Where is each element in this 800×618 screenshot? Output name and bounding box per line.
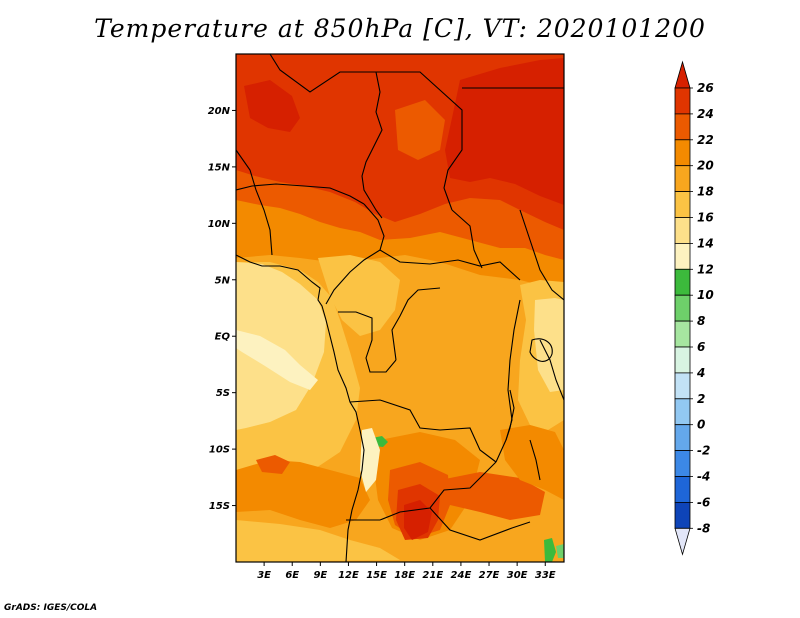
colorbar-label: 26: [697, 81, 714, 95]
border-car-south: [379, 249, 521, 281]
lake-tanganyika: [505, 389, 515, 441]
lat-tick-label: 20N: [208, 106, 231, 117]
field-16-18-gulf: [318, 255, 400, 336]
field-8-10-se-spot: [556, 544, 564, 558]
colorbar-label: 4: [696, 366, 705, 380]
lon-tick-label: 15E: [366, 570, 387, 581]
lat-tick-label: 15S: [209, 501, 230, 512]
field-22-24-central-patch: [395, 100, 445, 160]
colorbar-label: 18: [697, 185, 714, 199]
colorbar-swatch: [674, 242, 691, 270]
lat-tick-label: 5N: [215, 275, 231, 286]
lon-tick-label: 24E: [451, 570, 472, 581]
longitude-axis: 3E 6E 9E 12E 15E 18E 21E 24E 27E 30E 33E: [257, 562, 556, 581]
temperature-field: [236, 54, 564, 562]
border-libya-chad: [376, 71, 463, 211]
colorbar-swatch: [674, 268, 691, 296]
border-sahara: [269, 54, 383, 219]
field-12-14-streak: [236, 330, 318, 390]
colorbar-swatch: [674, 139, 691, 167]
colorbar-swatch: [674, 320, 691, 348]
colorbar-label: -2: [697, 444, 710, 458]
lake-malawi: [529, 439, 541, 481]
colorbar-label: 8: [697, 314, 705, 328]
border-drc-west: [391, 287, 441, 361]
colorbar-label: 2: [697, 392, 705, 406]
colorbar-swatch: [674, 398, 691, 426]
border-gabon-congo: [338, 311, 397, 373]
colorbar-label: 20: [697, 159, 714, 173]
lat-tick-label: 5S: [216, 388, 230, 399]
latitude-axis: 20N 15N 10N 5N EQ 5S 10S 15S: [208, 106, 236, 512]
country-borders: [236, 54, 564, 562]
border-zambia-south: [429, 507, 531, 541]
lon-tick-label: 12E: [338, 570, 359, 581]
field-22-24-southwest: [440, 472, 545, 520]
lon-tick-label: 27E: [479, 570, 500, 581]
field-18-20-congo: [398, 278, 528, 425]
lat-tick-label: 10S: [209, 445, 230, 456]
border-drc-south: [349, 399, 497, 463]
lake-victoria: [529, 338, 553, 362]
coastline-west: [236, 254, 365, 562]
field-20-22-southeast: [500, 425, 564, 500]
colorbar-swatch: [674, 113, 691, 141]
lon-tick-label: 18E: [394, 570, 415, 581]
colorbar-swatch: [674, 165, 691, 192]
lon-tick-label: 21E: [422, 570, 443, 581]
colorbar-label: -8: [697, 521, 710, 535]
colorbar-swatch: [674, 87, 691, 115]
field-14-16-west: [236, 262, 326, 430]
field-22-24-south-spot: [256, 455, 290, 474]
border-east-ethiopia: [519, 209, 564, 301]
field-above-26-northwest: [244, 80, 300, 132]
colorbar-label: 12: [697, 262, 714, 276]
grads-credit: GrADS: IGES/COLA: [4, 603, 98, 613]
colorbar-label: -4: [697, 470, 710, 484]
field-16-18-southernmost: [236, 520, 400, 562]
colorbar-swatch: [674, 476, 691, 503]
border-east-africa: [539, 339, 564, 401]
colorbar-label: 14: [697, 236, 714, 250]
lon-tick-label: 33E: [535, 570, 556, 581]
colorbar-label: 10: [697, 288, 714, 302]
field-above-26-northeast: [445, 58, 564, 205]
colorbar-swatch-below-min: [674, 527, 691, 556]
field-20-22-south: [236, 460, 370, 528]
colorbar-swatch: [674, 372, 691, 400]
border-nigeria-cameroon: [325, 203, 385, 305]
colorbar-label: 6: [697, 340, 705, 354]
border-west-africa: [236, 149, 273, 256]
colorbar-swatch: [674, 346, 691, 374]
colorbar-swatch-above-max: [674, 60, 691, 89]
colorbar-label: -6: [697, 495, 710, 509]
colorbar-swatch: [674, 191, 691, 218]
border-niger-nigeria: [236, 183, 365, 205]
lat-tick-label: EQ: [215, 332, 231, 343]
border-chad-sudan: [451, 209, 483, 269]
colorbar-label: 0: [697, 418, 705, 432]
lon-tick-label: 6E: [285, 570, 299, 581]
colorbar-swatch: [674, 501, 691, 529]
colorbar-label: 24: [697, 107, 714, 121]
colorbar-swatch: [674, 450, 691, 477]
lon-tick-label: 9E: [313, 570, 327, 581]
field-12-14-angola-pale: [360, 428, 380, 492]
colorbar-swatch: [674, 424, 691, 452]
field-14-16-east: [534, 298, 564, 392]
colorbar-swatch: [674, 294, 691, 322]
map-frame: [235, 53, 565, 563]
colorbar-swatch: [674, 217, 691, 244]
field-18-20-southeastmost: [460, 524, 564, 562]
colorbar-label: 16: [697, 211, 714, 225]
lat-tick-label: 10N: [208, 219, 231, 230]
map-title: Temperature at 850hPa [C], VT: 202010120…: [94, 14, 706, 43]
lon-tick-label: 30E: [507, 570, 528, 581]
lat-tick-label: 15N: [208, 162, 231, 173]
lon-tick-label: 3E: [257, 570, 271, 581]
colorbar-label: 22: [697, 133, 714, 147]
field-10-12-se-spot: [544, 538, 556, 562]
